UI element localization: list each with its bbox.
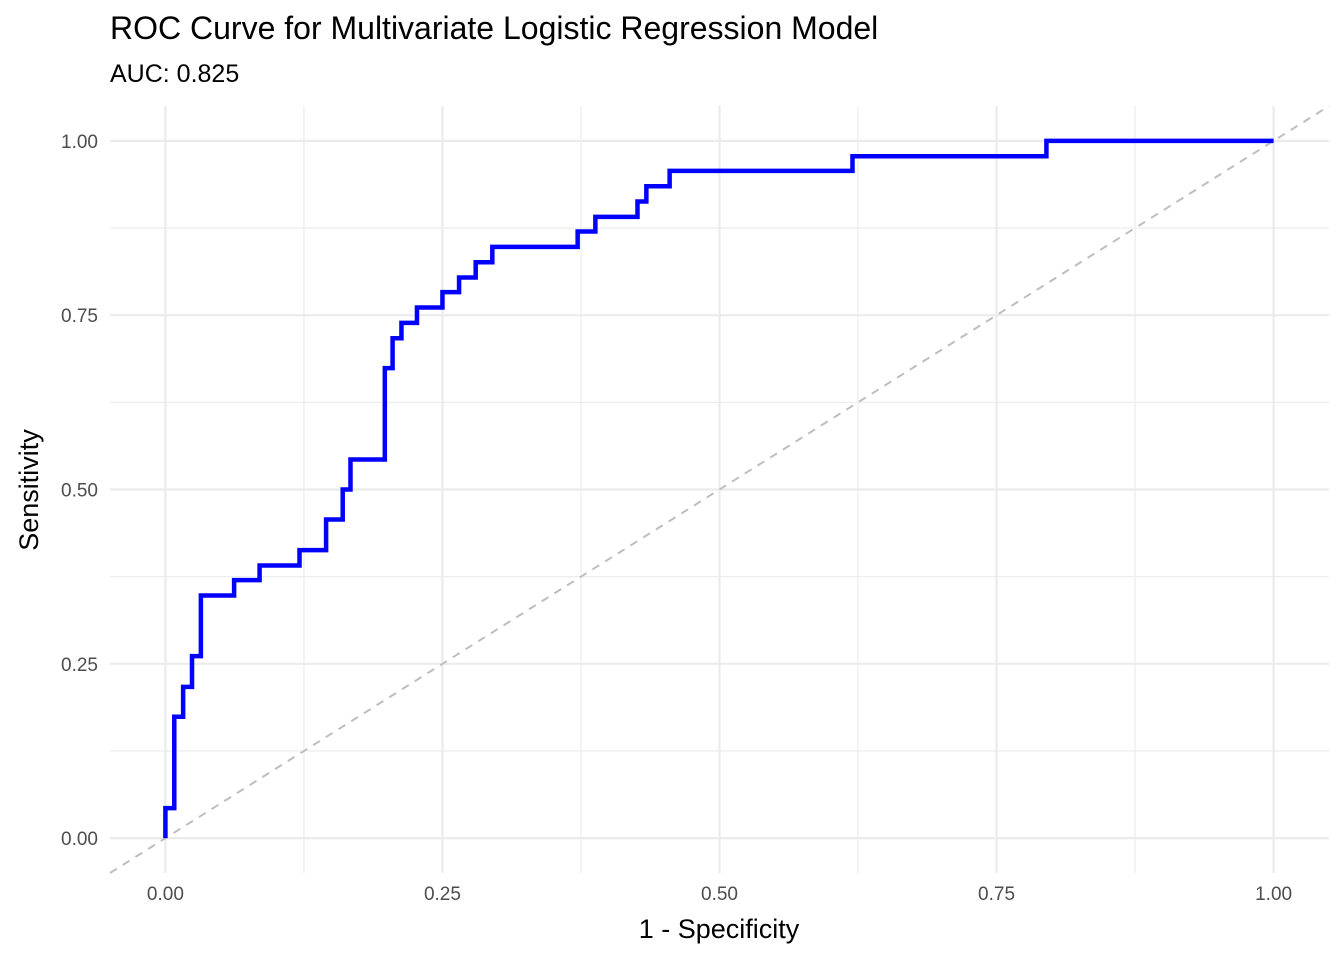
x-tick-label: 0.75: [978, 884, 1015, 905]
reference-diagonal: [109, 105, 1330, 874]
y-axis-title: Sensitivity: [14, 429, 44, 551]
y-tick-label: 0.50: [61, 481, 98, 502]
y-tick-label: 0.75: [61, 306, 98, 327]
reference-line: [109, 105, 1330, 874]
x-tick-label: 1.00: [1255, 884, 1292, 905]
y-tick-label: 1.00: [61, 132, 98, 153]
x-tick-label: 0.50: [701, 884, 738, 905]
chart-title: ROC Curve for Multivariate Logistic Regr…: [110, 10, 879, 46]
x-tick-label: 0.00: [147, 884, 184, 905]
x-axis-ticks: 0.00 0.25 0.50 0.75 1.00: [147, 884, 1292, 905]
chart-subtitle: AUC: 0.825: [110, 60, 240, 88]
x-axis-title: 1 - Specificity: [639, 914, 800, 944]
roc-curve-line: [163, 138, 1274, 839]
roc-series: [163, 138, 1274, 839]
y-tick-label: 0.00: [61, 829, 98, 850]
y-axis-ticks: 0.00 0.25 0.50 0.75 1.00: [61, 132, 98, 850]
x-tick-label: 0.25: [424, 884, 461, 905]
y-tick-label: 0.25: [61, 655, 98, 676]
